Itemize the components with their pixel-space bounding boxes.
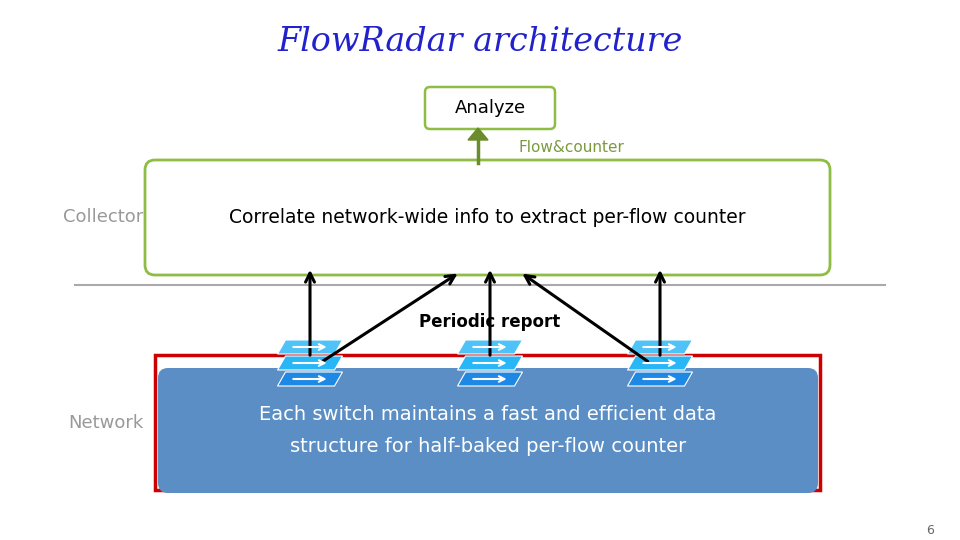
Polygon shape	[458, 372, 522, 386]
Polygon shape	[468, 128, 488, 140]
Polygon shape	[458, 340, 522, 354]
Polygon shape	[628, 340, 692, 354]
Text: Correlate network-wide info to extract per-flow counter: Correlate network-wide info to extract p…	[229, 208, 746, 227]
Polygon shape	[628, 372, 692, 386]
FancyBboxPatch shape	[155, 355, 820, 490]
Text: Analyze: Analyze	[454, 99, 525, 117]
FancyBboxPatch shape	[145, 160, 830, 275]
Text: Periodic report: Periodic report	[420, 313, 561, 331]
Text: Network: Network	[68, 414, 143, 431]
Text: Each switch maintains a fast and efficient data
structure for half-baked per-flo: Each switch maintains a fast and efficie…	[259, 406, 717, 456]
Text: Flow&counter: Flow&counter	[518, 139, 624, 154]
Polygon shape	[277, 356, 343, 370]
Polygon shape	[277, 372, 343, 386]
Text: 6: 6	[926, 523, 934, 537]
FancyBboxPatch shape	[158, 368, 818, 493]
FancyBboxPatch shape	[425, 87, 555, 129]
Polygon shape	[628, 356, 692, 370]
Polygon shape	[277, 340, 343, 354]
Text: Collector: Collector	[62, 208, 143, 226]
Text: FlowRadar architecture: FlowRadar architecture	[277, 26, 683, 58]
Polygon shape	[458, 356, 522, 370]
